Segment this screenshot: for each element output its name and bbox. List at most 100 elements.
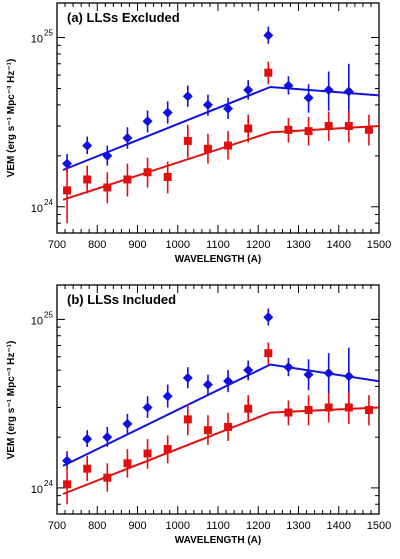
x-axis-label: WAVELENGTH (A) [175,254,261,265]
data-point [244,124,253,133]
x-tick-label: 1400 [327,520,351,532]
x-tick-label: 1500 [367,239,391,251]
data-point [163,172,172,181]
x-tick-label: 1100 [206,520,230,532]
data-point [263,30,274,41]
x-ticks [56,285,380,514]
y-tick-exponent: 24 [44,479,53,488]
data-point [344,403,353,412]
panel-b: 700 800 900 1000 1100 1200 1300 1400 15001024102… [6,284,391,546]
y-tick-label: 10 [31,203,43,215]
data-point [103,183,112,192]
blue-series [62,308,380,469]
red-series [62,342,380,505]
x-tick-label: 700 [48,520,66,532]
data-point [224,422,233,431]
x-axis-label: WAVELENGTH (A) [175,535,261,546]
x-tick-label: 1400 [327,239,351,251]
data-point [323,84,334,95]
data-point [223,103,234,114]
data-point [122,132,133,143]
x-tick-label: 1300 [286,239,310,251]
data-point [182,91,193,102]
data-point [244,404,253,413]
data-point [263,312,274,323]
x-tick-label: 1100 [206,239,230,251]
data-point [123,459,132,468]
y-axis-label: VEM (erg s⁻¹ Mpc⁻³ Hz⁻¹) [6,341,17,460]
data-point [142,402,153,413]
data-point [344,122,353,131]
x-tick-label: 1200 [246,239,270,251]
y-tick-exponent: 25 [44,29,53,38]
data-point [122,418,133,429]
data-point [284,125,293,134]
y-tick-label: 10 [31,315,43,327]
data-point [264,68,273,77]
data-point [163,445,172,454]
data-point [62,158,73,169]
panel-title: (a) LLSs Excluded [67,10,180,25]
data-point [364,405,373,414]
data-point [102,150,113,161]
blue-series [62,26,380,173]
data-point [203,144,212,153]
data-point [202,99,213,110]
x-tick-label: 1000 [166,239,190,251]
data-point [343,371,354,382]
x-tick-label: 900 [128,239,146,251]
data-point [323,368,334,379]
data-point [304,127,313,136]
data-point [63,480,72,489]
x-tick-label: 1200 [246,520,270,532]
data-point [343,86,354,97]
data-point [83,464,92,473]
model-line [62,406,380,495]
data-point [103,473,112,482]
data-point [264,349,273,358]
data-point [303,92,314,103]
data-point [224,141,233,150]
data-point [162,107,173,118]
data-point [162,391,173,402]
model-line [62,363,380,467]
data-point [324,403,333,412]
panel-a: 700 800 900 1000 1100 1200 1300 1400 15001024102… [6,2,391,265]
data-point [143,449,152,458]
data-point [283,362,294,373]
y-tick-label: 10 [31,34,43,46]
data-point [63,186,72,195]
x-tick-label: 1500 [367,520,391,532]
y-tick-label: 10 [31,484,43,496]
data-point [102,432,113,443]
x-ticks [56,3,380,233]
data-point [82,434,93,445]
data-point [82,140,93,151]
data-point [223,376,234,387]
plot-frame [56,2,380,234]
panel-title: (b) LLSs Included [67,292,176,307]
x-tick-label: 800 [88,239,106,251]
data-point [364,125,373,134]
model-line [62,85,380,171]
data-point [324,122,333,131]
data-point [142,116,153,127]
data-point [283,80,294,91]
y-axis-label: VEM (erg s⁻¹ Mpc⁻³ Hz⁻¹) [6,59,17,178]
red-series [62,61,380,224]
y-ticks [57,37,379,234]
model-line [62,125,380,201]
data-point [284,408,293,417]
data-point [182,372,193,383]
x-tick-label: 700 [48,239,66,251]
data-point [203,426,212,435]
x-tick-label: 800 [88,520,106,532]
data-point [183,136,192,145]
data-point [243,365,254,376]
data-point [243,84,254,95]
data-point [183,415,192,424]
data-point [304,405,313,414]
x-tick-label: 1300 [286,520,310,532]
data-point [303,369,314,380]
